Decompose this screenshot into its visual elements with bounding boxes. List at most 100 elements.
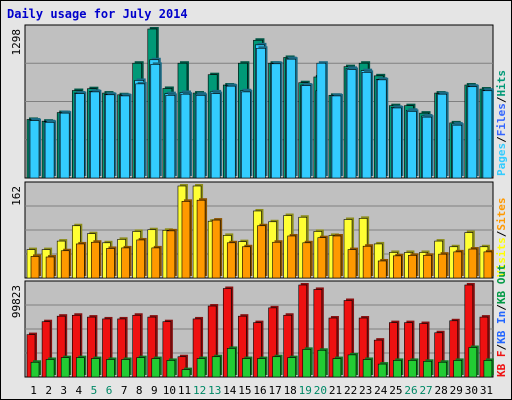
chart-title: Daily usage for July 2014	[7, 7, 188, 21]
x-tick-label: 28	[435, 384, 448, 397]
bar-kb-in	[196, 358, 206, 378]
bar-sites	[302, 242, 312, 279]
x-tick-label: 15	[238, 384, 251, 397]
bar-sites	[45, 256, 55, 279]
bar-pages	[210, 93, 221, 179]
bar-pages	[29, 120, 40, 179]
bar-kb-in	[181, 369, 191, 378]
x-tick-label: 19	[299, 384, 312, 397]
x-tick-label: 1	[30, 384, 37, 397]
bar-sites	[30, 256, 40, 279]
bar-pages	[225, 85, 236, 179]
x-tick-label: 10	[163, 384, 176, 397]
x-tick-label: 26	[404, 384, 417, 397]
bar-kb-in	[408, 360, 417, 378]
bar-pages	[437, 93, 447, 179]
bar-kb-in	[91, 358, 100, 378]
bar-sites	[60, 250, 70, 279]
bar-pages	[376, 79, 387, 179]
bar-sites	[106, 248, 115, 279]
bar-pages	[361, 72, 372, 179]
bar-pages	[256, 47, 266, 179]
legend-hits-files-pages: Pages/Files/Hits	[495, 70, 508, 176]
legend-separator: /	[495, 344, 508, 351]
bar-sites	[151, 247, 161, 279]
bar-pages	[44, 122, 55, 179]
x-tick-label: 21	[329, 384, 342, 397]
x-tick-label: 16	[253, 384, 266, 397]
bar-kb-in	[151, 358, 161, 378]
x-tick-label: 7	[121, 384, 128, 397]
x-tick-label: 2	[45, 384, 52, 397]
x-tick-label: 22	[344, 384, 357, 397]
x-tick-label: 11	[178, 384, 191, 397]
bar-sites	[317, 237, 327, 279]
bar-kb-in	[317, 349, 327, 378]
bar-pages	[452, 124, 463, 179]
bar-sites	[347, 249, 357, 279]
legend-files: Files	[495, 103, 508, 136]
bar-sites	[181, 201, 191, 279]
x-tick-label: 30	[465, 384, 478, 397]
bar-pages	[301, 85, 312, 179]
bar-sites	[211, 219, 221, 279]
bar-pages	[407, 111, 417, 179]
bar-pages	[150, 64, 161, 179]
x-tick-label: 3	[60, 384, 67, 397]
bar-pages	[195, 95, 206, 179]
legend-kbytes: KB F/KB In/KB Out	[495, 264, 508, 377]
bar-sites	[75, 243, 85, 279]
x-tick-label: 13	[208, 384, 221, 397]
bar-pages	[482, 90, 493, 179]
bar-kb-in	[30, 361, 40, 378]
bar-sites	[438, 253, 447, 279]
x-tick-label: 14	[223, 384, 237, 397]
bar-kb-in	[60, 357, 70, 378]
bar-sites	[332, 235, 342, 279]
bar-sites	[393, 255, 402, 279]
legend-hits: Hits	[495, 70, 508, 97]
bar-pages	[135, 83, 145, 179]
bar-kb-in	[362, 359, 372, 378]
x-tick-label: 8	[136, 384, 143, 397]
bar-kb-in	[45, 359, 55, 378]
bar-kb-in	[468, 347, 478, 378]
legend-kb-in: KB In	[495, 311, 508, 344]
bar-sites	[166, 230, 176, 279]
bar-kb-in	[75, 357, 85, 378]
bar-sites	[257, 225, 266, 279]
bar-sites	[272, 241, 281, 279]
x-tick-label: 25	[389, 384, 402, 397]
bar-pages	[105, 94, 115, 179]
bar-kb-in	[332, 358, 342, 378]
bar-kb-in	[257, 358, 266, 378]
bar-kb-in	[272, 356, 281, 378]
bar-pages	[467, 86, 478, 179]
bar-pages	[74, 93, 85, 179]
x-tick-label: 29	[450, 384, 463, 397]
y-max-label: 1298	[10, 29, 23, 56]
x-tick-label: 5	[91, 384, 98, 397]
x-tick-label: 27	[419, 384, 432, 397]
bar-kb-in	[453, 360, 463, 378]
bar-kb-in	[106, 359, 115, 378]
x-tick-label: 17	[268, 384, 281, 397]
bar-kb-in	[393, 360, 402, 378]
x-tick-label: 6	[106, 384, 113, 397]
bar-sites	[408, 254, 417, 279]
bar-sites	[242, 246, 251, 279]
bar-sites	[423, 254, 432, 279]
bar-pages	[316, 62, 327, 179]
bar-kb-in	[136, 357, 145, 378]
bar-sites	[121, 247, 130, 279]
x-tick-label: 12	[193, 384, 206, 397]
bar-sites	[287, 235, 296, 279]
bar-sites	[483, 251, 493, 279]
bar-sites	[377, 260, 387, 279]
bar-pages	[120, 95, 130, 179]
bar-pages	[331, 95, 342, 179]
bar-pages	[392, 107, 402, 179]
bar-sites	[468, 248, 478, 279]
